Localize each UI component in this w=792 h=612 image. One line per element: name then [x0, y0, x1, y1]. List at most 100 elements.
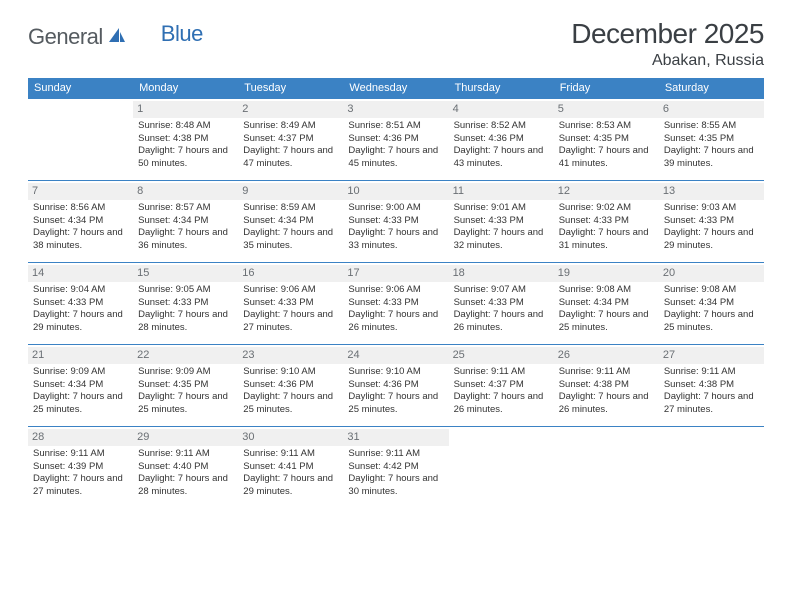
- day-number: 2: [238, 101, 343, 118]
- week-row: 14Sunrise: 9:04 AMSunset: 4:33 PMDayligh…: [28, 263, 764, 345]
- day-header: Wednesday: [343, 78, 448, 99]
- day-info: Sunrise: 9:09 AMSunset: 4:35 PMDaylight:…: [137, 366, 234, 417]
- day-cell: 22 Sunrise: 9:09 AMSunset: 4:35 PMDayligh…: [133, 345, 238, 427]
- daylight-text: Daylight: 7 hours and 33 minutes.: [348, 227, 443, 253]
- calendar-body: 1Sunrise: 8:48 AMSunset: 4:38 PMDaylight…: [28, 99, 764, 509]
- day-header: Friday: [554, 78, 659, 99]
- sunrise-text: Sunrise: 8:49 AM: [243, 120, 338, 133]
- daylight-text: Daylight: 7 hours and 28 minutes.: [138, 473, 233, 499]
- day-info: Sunrise: 9:00 AMSunset: 4:33 PMDaylight:…: [347, 202, 444, 253]
- daylight-text: Daylight: 7 hours and 25 minutes.: [664, 309, 759, 335]
- day-cell: 2Sunrise: 8:49 AMSunset: 4:37 PMDaylight…: [238, 99, 343, 181]
- daylight-text: Daylight: 7 hours and 29 minutes.: [243, 473, 338, 499]
- daylight-text: Daylight: 7 hours and 47 minutes.: [243, 145, 338, 171]
- sunrise-text: Sunrise: 8:48 AM: [138, 120, 233, 133]
- day-cell: 26Sunrise: 9:11 AMSunset: 4:38 PMDayligh…: [554, 345, 659, 427]
- day-header: Saturday: [659, 78, 764, 99]
- sunset-text: Sunset: 4:39 PM: [33, 461, 128, 474]
- day-number: 29: [133, 429, 238, 446]
- sunset-text: Sunset: 4:33 PM: [454, 297, 549, 310]
- sunrise-text: Sunrise: 8:57 AM: [138, 202, 233, 215]
- daylight-text: Daylight: 7 hours and 25 minutes.: [33, 391, 128, 417]
- daylight-text: Daylight: 7 hours and 30 minutes.: [348, 473, 443, 499]
- sunset-text: Sunset: 4:33 PM: [454, 215, 549, 228]
- daylight-text: Daylight: 7 hours and 27 minutes.: [243, 309, 338, 335]
- day-info: Sunrise: 9:08 AMSunset: 4:34 PMDaylight:…: [663, 284, 760, 335]
- brand-name-part2: Blue: [161, 21, 203, 47]
- sunrise-text: Sunrise: 9:11 AM: [664, 366, 759, 379]
- sunrise-text: Sunrise: 8:56 AM: [33, 202, 128, 215]
- day-number: 28: [28, 429, 133, 446]
- header-row: General Blue December 2025 Abakan, Russi…: [28, 18, 764, 70]
- sunrise-text: Sunrise: 9:09 AM: [138, 366, 233, 379]
- day-cell: 19Sunrise: 9:08 AMSunset: 4:34 PMDayligh…: [554, 263, 659, 345]
- day-cell: 21Sunrise: 9:09 AMSunset: 4:34 PMDayligh…: [28, 345, 133, 427]
- sunrise-text: Sunrise: 9:08 AM: [559, 284, 654, 297]
- sunset-text: Sunset: 4:33 PM: [348, 215, 443, 228]
- sunset-text: Sunset: 4:35 PM: [138, 379, 233, 392]
- day-cell: 11Sunrise: 9:01 AMSunset: 4:33 PMDayligh…: [449, 181, 554, 263]
- day-info: Sunrise: 9:06 AMSunset: 4:33 PMDaylight:…: [347, 284, 444, 335]
- day-number: 9: [238, 183, 343, 200]
- sunrise-text: Sunrise: 9:07 AM: [454, 284, 549, 297]
- sunset-text: Sunset: 4:40 PM: [138, 461, 233, 474]
- day-number: 6: [659, 101, 764, 118]
- daylight-text: Daylight: 7 hours and 28 minutes.: [138, 309, 233, 335]
- day-info: Sunrise: 8:52 AMSunset: 4:36 PMDaylight:…: [453, 120, 550, 171]
- sunset-text: Sunset: 4:38 PM: [138, 133, 233, 146]
- brand-logo: General Blue: [28, 24, 203, 50]
- day-number: 12: [554, 183, 659, 200]
- day-number: 22: [133, 347, 238, 364]
- day-info: Sunrise: 9:08 AMSunset: 4:34 PMDaylight:…: [558, 284, 655, 335]
- sunrise-text: Sunrise: 9:04 AM: [33, 284, 128, 297]
- calendar-page: General Blue December 2025 Abakan, Russi…: [0, 0, 792, 527]
- day-cell: 30Sunrise: 9:11 AMSunset: 4:41 PMDayligh…: [238, 427, 343, 509]
- day-number: 5: [554, 101, 659, 118]
- day-cell: 31Sunrise: 9:11 AMSunset: 4:42 PMDayligh…: [343, 427, 448, 509]
- daylight-text: Daylight: 7 hours and 25 minutes.: [243, 391, 338, 417]
- day-info: Sunrise: 9:11 AMSunset: 4:41 PMDaylight:…: [242, 448, 339, 499]
- sunset-text: Sunset: 4:35 PM: [664, 133, 759, 146]
- sunset-text: Sunset: 4:36 PM: [243, 379, 338, 392]
- sunrise-text: Sunrise: 9:02 AM: [559, 202, 654, 215]
- day-info: Sunrise: 8:48 AMSunset: 4:38 PMDaylight:…: [137, 120, 234, 171]
- sunset-text: Sunset: 4:37 PM: [454, 379, 549, 392]
- day-info: Sunrise: 8:51 AMSunset: 4:36 PMDaylight:…: [347, 120, 444, 171]
- sunrise-text: Sunrise: 9:11 AM: [243, 448, 338, 461]
- day-header-row: Sunday Monday Tuesday Wednesday Thursday…: [28, 78, 764, 99]
- sunset-text: Sunset: 4:34 PM: [559, 297, 654, 310]
- week-row: 21Sunrise: 9:09 AMSunset: 4:34 PMDayligh…: [28, 345, 764, 427]
- day-number: 3: [343, 101, 448, 118]
- day-header: Thursday: [449, 78, 554, 99]
- day-cell: 9Sunrise: 8:59 AMSunset: 4:34 PMDaylight…: [238, 181, 343, 263]
- daylight-text: Daylight: 7 hours and 26 minutes.: [454, 309, 549, 335]
- day-info: Sunrise: 9:10 AMSunset: 4:36 PMDaylight:…: [242, 366, 339, 417]
- day-number: 14: [28, 265, 133, 282]
- daylight-text: Daylight: 7 hours and 38 minutes.: [33, 227, 128, 253]
- sunrise-text: Sunrise: 9:00 AM: [348, 202, 443, 215]
- sunset-text: Sunset: 4:33 PM: [664, 215, 759, 228]
- sunrise-text: Sunrise: 9:03 AM: [664, 202, 759, 215]
- day-info: Sunrise: 9:11 AMSunset: 4:37 PMDaylight:…: [453, 366, 550, 417]
- daylight-text: Daylight: 7 hours and 26 minutes.: [454, 391, 549, 417]
- day-cell: 28Sunrise: 9:11 AMSunset: 4:39 PMDayligh…: [28, 427, 133, 509]
- sunrise-text: Sunrise: 9:06 AM: [243, 284, 338, 297]
- sunrise-text: Sunrise: 9:01 AM: [454, 202, 549, 215]
- sunset-text: Sunset: 4:41 PM: [243, 461, 338, 474]
- day-cell: [554, 427, 659, 509]
- sunset-text: Sunset: 4:36 PM: [348, 133, 443, 146]
- day-number: 17: [343, 265, 448, 282]
- day-cell: 23Sunrise: 9:10 AMSunset: 4:36 PMDayligh…: [238, 345, 343, 427]
- day-info: Sunrise: 9:06 AMSunset: 4:33 PMDaylight:…: [242, 284, 339, 335]
- day-cell: 14Sunrise: 9:04 AMSunset: 4:33 PMDayligh…: [28, 263, 133, 345]
- day-cell: 5Sunrise: 8:53 AMSunset: 4:35 PMDaylight…: [554, 99, 659, 181]
- sunrise-text: Sunrise: 9:11 AM: [33, 448, 128, 461]
- location-label: Abakan, Russia: [571, 52, 764, 70]
- daylight-text: Daylight: 7 hours and 39 minutes.: [664, 145, 759, 171]
- day-number: 15: [133, 265, 238, 282]
- sunset-text: Sunset: 4:34 PM: [664, 297, 759, 310]
- daylight-text: Daylight: 7 hours and 27 minutes.: [664, 391, 759, 417]
- day-cell: 25Sunrise: 9:11 AMSunset: 4:37 PMDayligh…: [449, 345, 554, 427]
- day-cell: 1Sunrise: 8:48 AMSunset: 4:38 PMDaylight…: [133, 99, 238, 181]
- day-cell: 17 Sunrise: 9:06 AMSunset: 4:33 PMDayligh…: [343, 263, 448, 345]
